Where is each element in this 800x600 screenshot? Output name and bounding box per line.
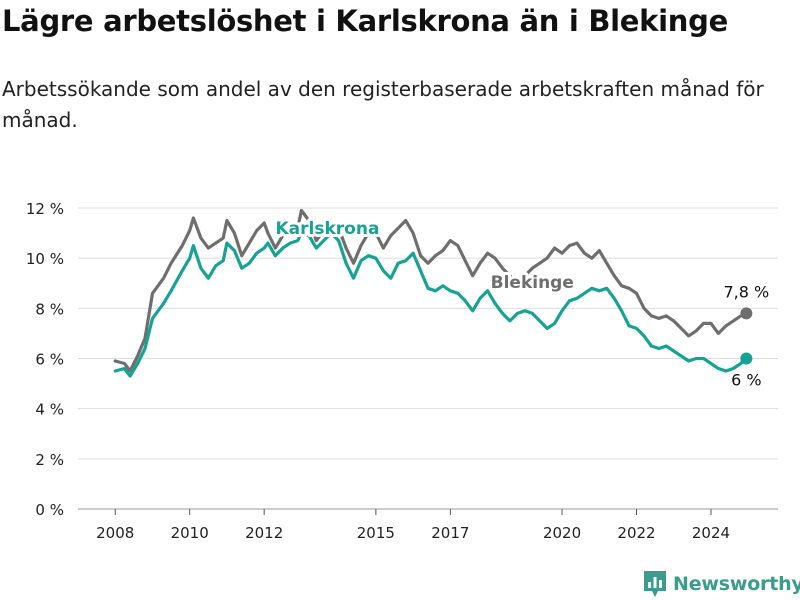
chart-title: Lägre arbetslöshet i Karlskrona än i Ble…: [2, 4, 728, 38]
y-tick-label: 10 %: [26, 250, 64, 268]
x-tick-label: 2024: [692, 524, 730, 542]
x-tick-label: 2020: [543, 524, 581, 542]
series-end-point-karlskrona: [740, 352, 753, 365]
series-name-halo: Blekinge: [491, 273, 574, 293]
x-tick-label: 2012: [245, 524, 283, 542]
y-tick-label: 4 %: [35, 401, 64, 419]
y-tick-label: 12 %: [26, 200, 64, 218]
series-line-blekinge: [113, 208, 748, 373]
series-line-karlskrona: [113, 231, 748, 378]
y-tick-label: 6 %: [35, 351, 64, 369]
brand-name: Newsworthy: [673, 573, 800, 595]
series-end-label-karlskrona: 6 %: [731, 371, 761, 390]
y-tick-label: 0 %: [35, 501, 64, 519]
x-tick-label: 2008: [96, 524, 134, 542]
series-name-label-blekinge: Blekinge: [491, 273, 574, 293]
bar-chart-logo-icon: [644, 571, 666, 597]
series-name-halo: Karlskrona: [276, 219, 380, 239]
x-tick-label: 2017: [431, 524, 469, 542]
y-tick-label: 8 %: [35, 300, 64, 318]
x-tick-label: 2022: [617, 524, 655, 542]
brand-logo: Newsworthy: [644, 570, 800, 598]
y-tick-label: 2 %: [35, 451, 64, 469]
series-end-label-blekinge: 7,8 %: [723, 282, 769, 301]
x-tick-label: 2010: [171, 524, 209, 542]
chart-subtitle: Arbetssökande som andel av den registerb…: [2, 77, 764, 132]
series-end-point-blekinge: [740, 307, 753, 320]
series-name-label-karlskrona: Karlskrona: [276, 219, 380, 239]
x-tick-label: 2015: [357, 524, 395, 542]
